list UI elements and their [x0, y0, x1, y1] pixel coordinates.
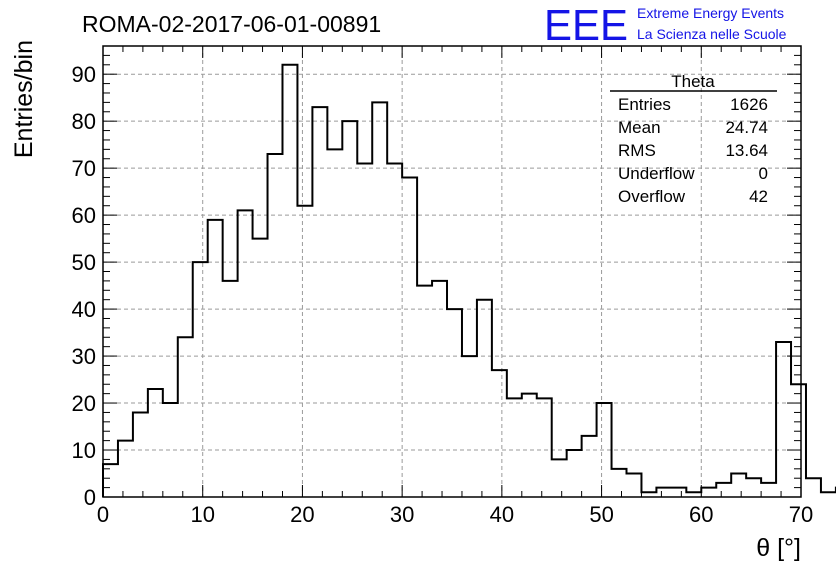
x-tick-labels: 0 10 20 30 40 50 60 70 [97, 502, 813, 527]
logo-line-2: La Scienza nelle Scuole [637, 26, 787, 42]
stats-rows: Entries 1626 Mean 24.74 RMS 13.64 Underflow 0 Ov… [618, 95, 768, 206]
histogram-bin [268, 154, 283, 497]
y-axis-label: Entries/bin [10, 40, 38, 158]
y-tick-label: 90 [72, 62, 96, 87]
histogram-bin [417, 286, 432, 497]
histogram-outline [102, 63, 836, 497]
histogram-bin [387, 163, 402, 497]
chart-title: ROMA-02-2017-06-01-00891 [82, 11, 381, 37]
histogram-bin [163, 403, 178, 497]
histogram-bin [342, 121, 357, 497]
histogram-bin [806, 478, 821, 497]
histogram-bin [327, 149, 342, 497]
histogram-bin [357, 163, 372, 497]
y-tick-label: 70 [72, 156, 96, 181]
x-tick-label: 10 [190, 502, 214, 527]
histogram-bin [612, 469, 627, 497]
histogram-bin [253, 239, 268, 497]
x-tick-label: 40 [490, 502, 514, 527]
histogram-bin [492, 370, 507, 497]
y-tick-label: 30 [72, 344, 96, 369]
y-tick-label: 80 [72, 109, 96, 134]
histogram-bin [567, 450, 582, 497]
y-tick-label: 20 [72, 391, 96, 416]
histogram-bin [372, 102, 387, 497]
histogram-bin [133, 412, 148, 497]
histogram-bin [178, 337, 193, 497]
eee-logo-mark: EEE [544, 1, 628, 50]
histogram-bin [462, 356, 477, 497]
x-tick-label: 50 [589, 502, 613, 527]
histogram-bin [297, 206, 312, 497]
histogram-bin [821, 492, 836, 497]
histogram-bin [432, 281, 447, 497]
histogram-bin [716, 483, 731, 497]
stats-value: 13.64 [725, 141, 768, 160]
histogram-bin [522, 394, 537, 497]
stats-label: Mean [618, 118, 661, 137]
histogram-bin [701, 488, 716, 497]
x-tick-label: 60 [689, 502, 713, 527]
stats-title: Theta [671, 72, 715, 91]
y-tick-labels: 0 10 20 30 40 50 60 70 80 90 [72, 62, 96, 510]
histogram-bin [193, 262, 208, 497]
x-axis-label: θ [°] [756, 534, 801, 562]
stats-value: 42 [749, 187, 768, 206]
x-tick-label: 70 [789, 502, 813, 527]
histogram-bin [552, 459, 567, 497]
histogram-bin [477, 300, 492, 497]
histogram-bin [746, 478, 761, 497]
histogram-bin [402, 178, 417, 497]
histogram-bin [148, 389, 163, 497]
histogram-bin [776, 342, 791, 497]
axis-ticks [102, 45, 802, 498]
x-tick-label: 30 [390, 502, 414, 527]
histogram-bin [731, 474, 746, 497]
histogram-bin [282, 65, 297, 497]
histogram-bin [656, 488, 671, 497]
y-tick-label: 0 [84, 485, 96, 510]
y-tick-label: 60 [72, 203, 96, 228]
stats-value: 24.74 [725, 118, 768, 137]
histogram-bin [238, 210, 253, 497]
stats-value: 0 [759, 164, 768, 183]
histogram-bin [312, 107, 327, 497]
histogram-bin [507, 398, 522, 497]
histogram-bin [761, 483, 776, 497]
x-tick-label: 20 [290, 502, 314, 527]
y-tick-label: 10 [72, 438, 96, 463]
y-tick-label: 40 [72, 297, 96, 322]
histogram-bin [582, 436, 597, 497]
logo-line-1: Extreme Energy Events [637, 5, 784, 21]
stats-box: Theta Entries 1626 Mean 24.74 RMS 13.64 Underf… [610, 72, 777, 206]
eee-logo: EEE Extreme Energy Events La Scienza nel… [544, 1, 787, 50]
stats-label: Underflow [618, 164, 695, 183]
histogram-bin [447, 309, 462, 497]
histogram-bin [537, 398, 552, 497]
histogram-bin [627, 474, 642, 497]
histogram-bin [597, 403, 612, 497]
y-tick-label: 50 [72, 250, 96, 275]
stats-label: Overflow [618, 187, 686, 206]
histogram-bin [223, 281, 238, 497]
histogram-bin [671, 488, 686, 497]
x-tick-label: 0 [97, 502, 109, 527]
stats-value: 1626 [730, 95, 768, 114]
stats-label: RMS [618, 141, 656, 160]
histogram-bin [208, 220, 223, 497]
stats-label: Entries [618, 95, 671, 114]
histogram-bin [118, 441, 133, 497]
